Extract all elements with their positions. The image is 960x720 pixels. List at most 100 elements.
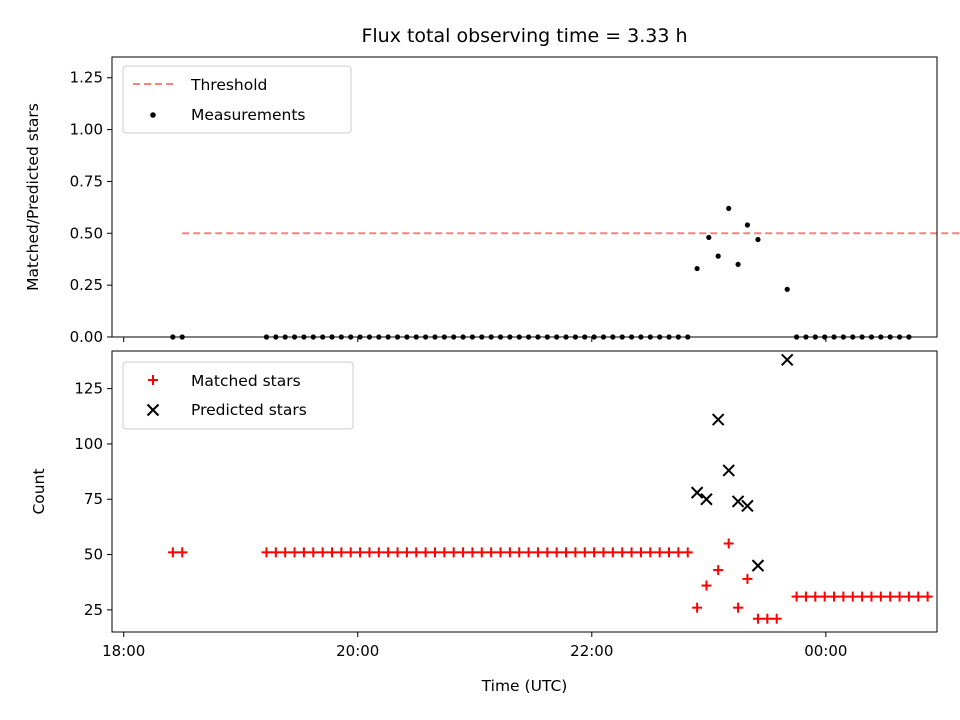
matched-star-point (723, 538, 734, 549)
matched-star-point (645, 547, 656, 558)
matched-star-point (458, 547, 469, 558)
matched-star-point (857, 591, 868, 602)
matched-star-point (800, 591, 811, 602)
bottom-legend-box (122, 361, 354, 430)
matched-star-point (495, 547, 506, 558)
bottom-x-tick-label: 18:00 (102, 642, 145, 660)
matched-star-point (692, 602, 703, 613)
matched-star-point (752, 613, 763, 624)
matched-star-point (280, 547, 291, 558)
matched-star-point (742, 573, 753, 584)
matched-star-point (476, 547, 487, 558)
bottom-y-tick-label: 50 (84, 546, 103, 564)
bottom-axes-frame (111, 350, 938, 633)
legend-predicted-swatch (146, 403, 160, 417)
matched-star-point (532, 547, 543, 558)
predicted-star-point (722, 464, 735, 477)
matched-star-point (411, 547, 422, 558)
measurement-point (706, 234, 712, 241)
matched-star-point (701, 580, 712, 591)
bottom-legend: Matched stars Predicted stars (122, 361, 354, 430)
matched-star-point (523, 547, 534, 558)
predicted-star-point (690, 486, 704, 499)
predicted-star-point (781, 353, 794, 367)
legend-x-marker (146, 403, 160, 417)
bottom-y-axis-label: Count (30, 468, 48, 514)
matched-star-point (298, 547, 309, 558)
matched-star-point (913, 591, 924, 602)
matched-star-point (733, 602, 744, 613)
bottom-y-tick-label: 100 (74, 435, 103, 453)
matched-star-point (819, 591, 830, 602)
measurement-point (784, 286, 790, 292)
measurement-point (755, 236, 761, 243)
top-y-tick-label: 1.00 (70, 121, 103, 139)
top-legend-box (122, 65, 352, 134)
predicted-star-point (700, 493, 713, 506)
top-y-tick-label: 0.75 (70, 172, 103, 190)
matched-star-point (579, 547, 590, 558)
matched-star-point (673, 547, 684, 558)
matched-star-point (336, 547, 347, 558)
legend-threshold-label: Threshold (190, 76, 267, 94)
matched-star-point (598, 547, 609, 558)
matched-star-point (420, 547, 431, 558)
matched-star-point (894, 591, 905, 602)
matched-star-point (607, 547, 618, 558)
legend-measurements-swatch (150, 112, 156, 118)
bottom-y-tick-label: 125 (74, 380, 103, 398)
legend-predicted-label: Predicted stars (191, 401, 307, 419)
matched-star-point (885, 591, 896, 602)
matched-star-point (308, 547, 319, 558)
measurement-point (715, 253, 721, 259)
matched-star-point (392, 547, 403, 558)
top-panel: 0.00 0.25 0.50 0.75 1.00 1.25 Flux total obse… (24, 25, 960, 346)
bottom-x-tick-label: 22:00 (570, 642, 613, 660)
matched-star-point (682, 547, 693, 558)
top-y-tick-label: 0.25 (70, 276, 103, 294)
matched-star-point (551, 547, 562, 558)
measurement-point (744, 222, 751, 228)
matched-star-point (270, 547, 281, 558)
matched-star-point (373, 547, 384, 558)
matched-star-points (167, 538, 933, 624)
matched-star-point (654, 547, 665, 558)
matched-star-point (327, 547, 337, 558)
matched-star-point (771, 613, 782, 624)
predicted-star-points (690, 353, 794, 572)
legend-matched-label: Matched stars (191, 372, 301, 390)
measurement-point (735, 261, 741, 268)
top-y-tick-label: 0.00 (70, 328, 103, 346)
legend-measurements-label: Measurements (191, 106, 306, 124)
matched-star-point (364, 547, 375, 558)
predicted-star-point (741, 499, 754, 513)
matched-star-point (762, 613, 773, 624)
matched-star-point (167, 547, 178, 558)
top-legend: Threshold Measurements (122, 65, 352, 134)
matched-star-point (317, 547, 328, 558)
predicted-star-point (711, 413, 725, 426)
matched-star-point (922, 591, 933, 602)
matched-star-point (664, 547, 675, 558)
top-y-tick-label: 1.25 (70, 69, 103, 87)
top-axes-frame (111, 56, 938, 338)
matched-star-point (791, 591, 802, 602)
matched-star-point (383, 547, 394, 558)
matched-star-point (504, 547, 515, 558)
measurement-point (726, 205, 732, 212)
top-y-tick-label: 0.50 (70, 224, 103, 242)
matched-star-point (542, 547, 553, 558)
matched-star-point (467, 547, 478, 558)
measurement-point (694, 265, 700, 272)
matched-star-point (829, 591, 840, 602)
matched-star-point (448, 547, 459, 558)
matched-star-point (355, 547, 366, 558)
matched-star-point (561, 547, 572, 558)
top-x-ticks (123, 337, 827, 342)
bottom-x-tick-label: 20:00 (336, 642, 379, 660)
matched-star-point (401, 547, 412, 558)
legend-plus-marker (148, 375, 158, 385)
matched-star-point (875, 591, 886, 602)
